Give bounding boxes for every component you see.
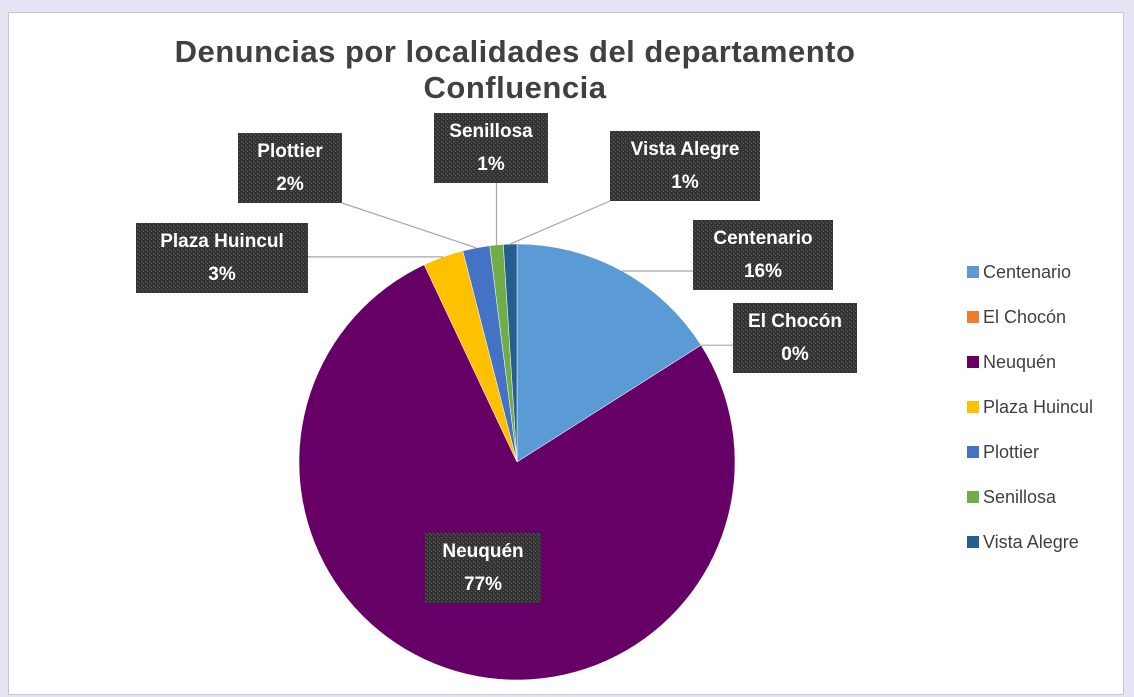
data-label-box xyxy=(733,303,857,373)
data-label-box xyxy=(425,533,541,603)
data-label-value: 77% xyxy=(464,574,502,595)
data-label-name: Vista Alegre xyxy=(631,139,740,160)
data-label-name: El Chocón xyxy=(748,311,842,332)
legend-label: Centenario xyxy=(983,262,1071,282)
legend-swatch xyxy=(967,401,979,413)
data-label-name: Centenario xyxy=(713,228,812,249)
data-label-value: 0% xyxy=(781,344,809,365)
legend-label: Senillosa xyxy=(983,487,1057,507)
leader-line xyxy=(341,202,477,249)
data-label-value: 1% xyxy=(477,154,505,175)
data-label-box xyxy=(238,133,342,203)
legend-swatch xyxy=(967,491,979,503)
data-label-name: Plottier xyxy=(257,141,323,162)
data-label-name: Plaza Huincul xyxy=(160,231,284,252)
legend-label: Plottier xyxy=(983,442,1039,462)
data-label-box xyxy=(693,220,833,290)
legend-label: Neuquén xyxy=(983,352,1056,372)
legend-swatch xyxy=(967,266,979,278)
data-label-name: Senillosa xyxy=(449,121,533,142)
legend-label: Vista Alegre xyxy=(983,532,1079,552)
data-label-box xyxy=(136,223,308,293)
data-label-box xyxy=(434,113,548,183)
data-label-value: 2% xyxy=(276,174,304,195)
legend-swatch xyxy=(967,356,979,368)
legend-swatch xyxy=(967,536,979,548)
leader-line xyxy=(509,200,611,245)
data-label-name: Neuquén xyxy=(442,541,523,562)
legend-swatch xyxy=(967,311,979,323)
data-label-value: 16% xyxy=(744,261,782,282)
chart-title: Denuncias por localidades del departamen… xyxy=(174,34,856,105)
data-label-value: 3% xyxy=(208,264,236,285)
pie-slice xyxy=(516,243,702,463)
legend-label: Plaza Huincul xyxy=(983,397,1093,417)
data-label-box xyxy=(610,131,760,201)
legend-label: El Chocón xyxy=(983,307,1066,327)
legend-swatch xyxy=(967,446,979,458)
pie-slice xyxy=(298,264,736,681)
data-label-value: 1% xyxy=(671,172,699,193)
